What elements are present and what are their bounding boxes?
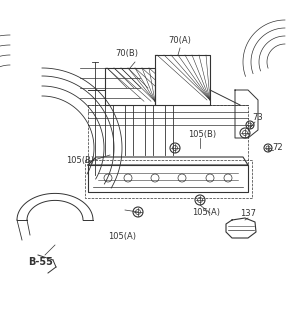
Text: B-55: B-55 <box>28 257 53 267</box>
Text: 70(B): 70(B) <box>115 49 138 58</box>
Text: 70(A): 70(A) <box>168 36 191 45</box>
Text: 72: 72 <box>272 143 283 153</box>
Text: 105(A): 105(A) <box>108 232 136 241</box>
Text: 137: 137 <box>240 209 256 218</box>
Text: 73: 73 <box>252 114 263 123</box>
Text: 105(B): 105(B) <box>66 156 94 164</box>
Text: 105(B): 105(B) <box>188 131 216 140</box>
Text: 105(A): 105(A) <box>192 207 220 217</box>
